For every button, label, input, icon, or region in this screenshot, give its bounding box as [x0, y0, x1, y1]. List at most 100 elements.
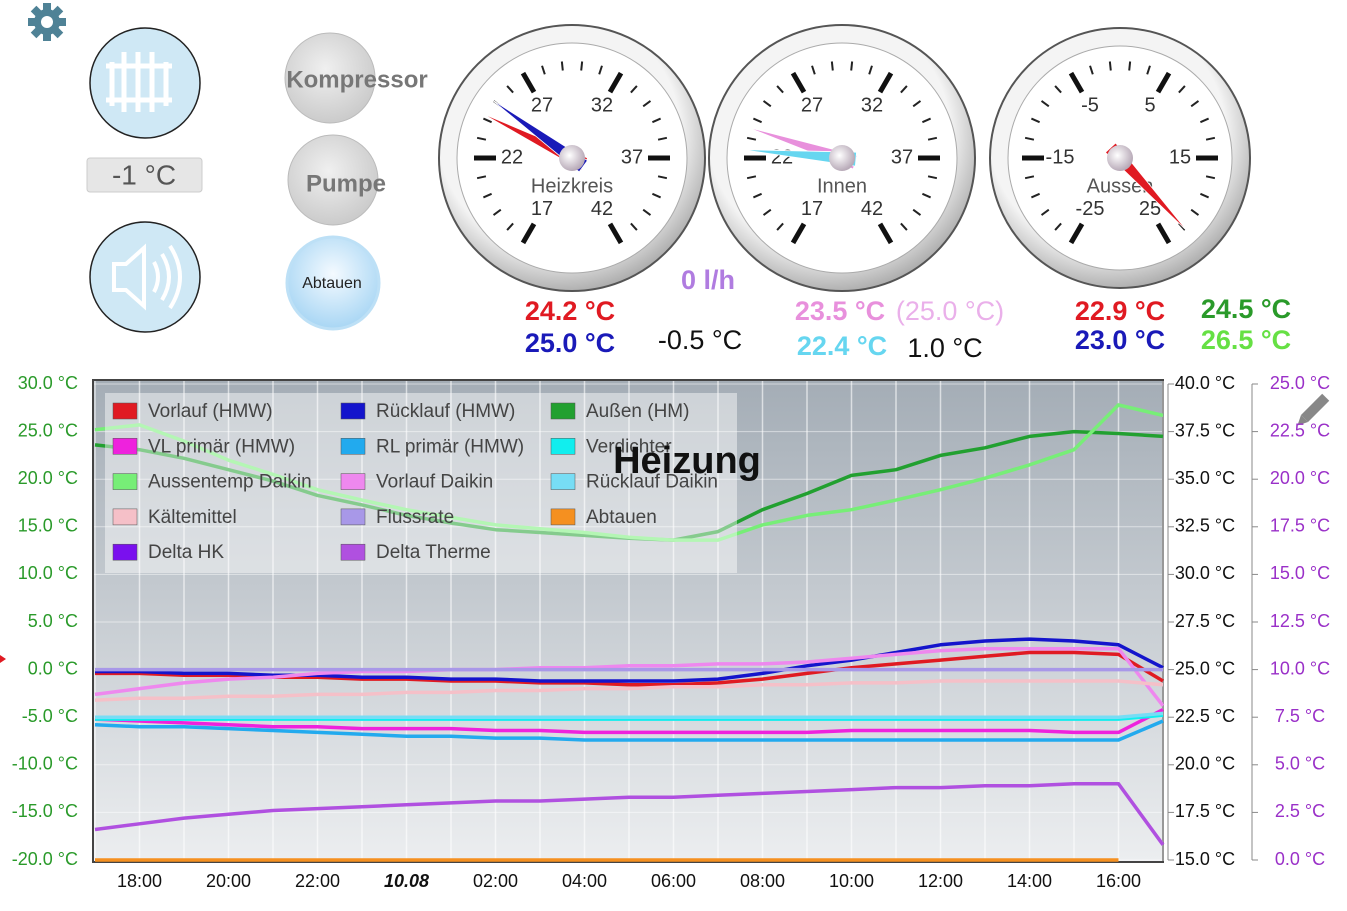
gauge-minor-tick [630, 85, 638, 94]
legend-swatch [112, 402, 138, 420]
legend-label: RL primär (HMW) [376, 436, 524, 457]
gauge-minor-tick [1205, 175, 1216, 180]
gauge-minor-tick [482, 192, 493, 199]
legend-label: Aussentemp Daikin [148, 472, 312, 493]
gauge-minor-tick [830, 61, 834, 71]
compressor-button[interactable] [284, 32, 376, 124]
gauge-minor-tick [921, 192, 932, 199]
gauge-minor-tick [1054, 85, 1062, 94]
gauge-minor-tick [927, 136, 938, 141]
y3-tick-label: 17.5 °C [1270, 516, 1330, 536]
y2-tick-label: 30.0 °C [1175, 563, 1235, 583]
gauge-tick-label: 22 [501, 146, 523, 168]
gauge-minor-tick [506, 222, 514, 231]
legend-swatch [340, 473, 366, 490]
gauge-minor-tick [927, 175, 938, 180]
gauge-tick-label: 42 [591, 198, 613, 220]
gauge-minor-tick [752, 117, 763, 124]
legend-swatch [550, 508, 576, 526]
gauge-major-tick [1068, 71, 1085, 94]
pump-button[interactable] [287, 134, 379, 226]
gauge-tick-label: 5 [1144, 94, 1155, 116]
gauge-tick-label: 27 [801, 94, 823, 116]
legend-label: Vorlauf (HMW) [148, 401, 273, 422]
series-line [94, 708, 1164, 735]
legend-label: Rücklauf Daikin [586, 472, 718, 493]
compressor-label: Kompressor [286, 66, 427, 93]
y2-tick-label: 32.5 °C [1175, 516, 1235, 536]
gauge-reading: 22.4 °C [797, 331, 887, 361]
y2-tick-label: 22.5 °C [1175, 706, 1235, 726]
y3-tick-label: 12.5 °C [1270, 611, 1330, 631]
gauge-tick-label: -5 [1081, 94, 1099, 116]
x-tick-label: 18:00 [117, 871, 162, 891]
gauge-tick-label: 42 [861, 198, 883, 220]
heating-button[interactable] [89, 27, 201, 139]
reading: (25.0 °C) [896, 296, 1004, 326]
gauge-label: Heizkreis [531, 175, 613, 197]
y2-tick-label: 37.5 °C [1175, 420, 1235, 440]
defrost-button[interactable] [285, 235, 381, 331]
gauge-minor-tick [868, 65, 873, 75]
legend-swatch [112, 508, 138, 526]
y-tick-label: 30.0 °C [18, 373, 78, 393]
series-line [94, 403, 1164, 542]
legend: Vorlauf (HMW) Rücklauf (HMW) Außen (HM) VL … [112, 401, 718, 563]
y-tick-label: 15.0 °C [18, 516, 78, 536]
gauge-major-tick [607, 71, 624, 94]
legend-swatch [550, 402, 576, 420]
sound-button[interactable] [89, 221, 201, 333]
x-tick-label: 02:00 [473, 871, 518, 891]
x-tick-label: 04:00 [562, 871, 607, 891]
legend-swatch [112, 438, 138, 455]
legend-label: VL primär (HMW) [148, 436, 295, 457]
gauge-minor-tick [476, 136, 487, 141]
gauge-minor-tick [1128, 61, 1132, 71]
series-line [94, 719, 1164, 742]
y-tick-label: -20.0 °C [12, 849, 78, 869]
x-tick-label: 20:00 [206, 871, 251, 891]
legend-label: Verdichter [586, 436, 672, 457]
series-line [95, 637, 1164, 683]
settings-button[interactable] [28, 3, 66, 41]
y-tick-label: -5.0 °C [22, 706, 78, 726]
gauge-minor-tick [642, 208, 652, 216]
reading: 0 l/h [681, 265, 735, 295]
y3-tick-label: 2.5 °C [1275, 801, 1325, 821]
gauge-minor-tick [1199, 117, 1210, 124]
x-tick-label: 08:00 [740, 871, 785, 891]
gauge-minor-tick [1108, 61, 1112, 71]
temp-display-box [86, 157, 203, 193]
gauge-minor-tick [657, 175, 668, 180]
gauge-minor-tick [752, 192, 763, 199]
series-line [94, 646, 1165, 707]
y-tick-label: 10.0 °C [18, 563, 78, 583]
gauge-minor-tick [912, 100, 922, 108]
y3-tick-label: 25.0 °C [1270, 373, 1330, 393]
gauge-reading: 22.9 °C [1075, 296, 1165, 326]
gauge-minor-tick [850, 61, 854, 71]
gauge-minor-tick [921, 117, 932, 124]
gauge-major-tick [607, 222, 624, 245]
gauge-minor-tick [598, 65, 603, 75]
gauge-tick-label: -25 [1076, 198, 1105, 220]
x-tick-label: 12:00 [918, 871, 963, 891]
legend-label: Delta Therme [376, 542, 491, 563]
gauge-tick-label: 17 [531, 198, 553, 220]
y3-tick-label: 20.0 °C [1270, 468, 1330, 488]
gauge-hub [559, 145, 585, 171]
y2-tick-label: 17.5 °C [1175, 801, 1235, 821]
chart-title: Heizung [613, 440, 761, 482]
edit-button[interactable] [1294, 393, 1330, 429]
legend-label: Kältemittel [148, 507, 237, 528]
x-tick-label: 16:00 [1096, 871, 1141, 891]
gauge-minor-tick [642, 100, 652, 108]
gauge-tick-label: 17 [801, 198, 823, 220]
x-tick-label: 10.08 [384, 871, 429, 891]
series-line [94, 782, 1165, 846]
gauge-tick-label: 15 [1169, 146, 1191, 168]
gauge-minor-tick [657, 136, 668, 141]
gauge-major-tick [790, 222, 807, 245]
